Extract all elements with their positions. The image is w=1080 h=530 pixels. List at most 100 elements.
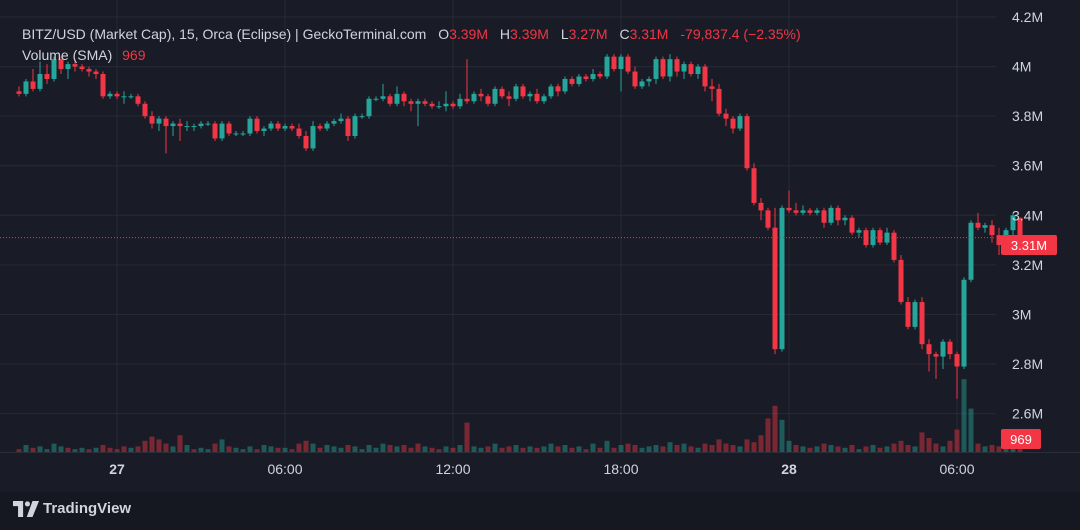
- candle: [163, 116, 169, 154]
- candle-body: [394, 93, 400, 104]
- candle-body: [884, 232, 890, 243]
- candlestick-chart[interactable]: 4.2M 4M 3.8M 3.6M 3.4M 3.2M 3M 2.8M 2.6M 27 06:00…: [0, 0, 1080, 492]
- candle-body: [555, 86, 561, 92]
- candle-body: [625, 56, 631, 72]
- volume-bar: [702, 443, 708, 452]
- candle: [730, 116, 736, 134]
- candle: [611, 54, 617, 72]
- volume-bar: [723, 443, 729, 452]
- candle-body: [989, 225, 995, 236]
- price-tick-label: 3.2M: [1012, 257, 1043, 273]
- candle-body: [247, 118, 253, 134]
- candle-body: [618, 56, 624, 70]
- candle-body: [779, 207, 785, 350]
- volume-bar: [261, 445, 267, 452]
- candle: [331, 118, 337, 127]
- volume-bar: [597, 447, 603, 452]
- candle: [660, 56, 666, 79]
- candle: [443, 91, 449, 112]
- volume-bar: [842, 447, 848, 452]
- volume-bar: [849, 445, 855, 452]
- candle: [72, 59, 78, 72]
- candle: [359, 113, 365, 119]
- candle: [37, 61, 43, 92]
- candle: [961, 277, 967, 369]
- candle: [842, 215, 848, 226]
- volume-bar: [198, 447, 204, 452]
- candle: [926, 339, 932, 372]
- candle-body: [877, 230, 883, 243]
- candle: [646, 76, 652, 87]
- volume-bar: [457, 445, 463, 452]
- candle-body: [548, 86, 554, 97]
- volume-bar: [870, 445, 876, 452]
- candle: [597, 71, 603, 79]
- candle-body: [667, 59, 673, 77]
- volume-bar: [884, 446, 890, 452]
- candle-body: [58, 59, 64, 70]
- volume-bar: [289, 449, 295, 452]
- volume-bar: [247, 446, 253, 452]
- candle: [219, 121, 225, 141]
- candle-body: [716, 88, 722, 114]
- candle-body: [709, 86, 715, 89]
- candle-body: [835, 207, 841, 221]
- candle: [310, 121, 316, 151]
- volume-bar: [415, 443, 421, 452]
- volume-bar: [324, 445, 330, 452]
- candle: [156, 116, 162, 132]
- candle: [303, 131, 309, 151]
- time-tick-label: 18:00: [603, 461, 638, 477]
- candle: [93, 69, 99, 79]
- price-tick-label: 3M: [1012, 306, 1031, 322]
- volume-bar: [1010, 446, 1016, 452]
- volume-bar: [240, 449, 246, 452]
- candle-body: [415, 101, 421, 104]
- candle-body: [65, 64, 71, 70]
- time-axis[interactable]: 27 06:00 12:00 18:00 28 06:00: [109, 461, 975, 477]
- candle-body: [912, 302, 918, 327]
- candle-body: [485, 96, 491, 104]
- candle-body: [751, 168, 757, 203]
- volume-bar: [177, 435, 183, 452]
- legend-high-label: H: [499, 26, 511, 42]
- candle-body: [562, 78, 568, 92]
- candle-body: [107, 93, 113, 97]
- candle: [429, 101, 435, 109]
- candle: [716, 83, 722, 117]
- volume-bar: [863, 446, 869, 452]
- candle: [849, 215, 855, 236]
- candle-body: [646, 78, 652, 82]
- volume-bar: [800, 446, 806, 452]
- volume-bar: [576, 446, 582, 452]
- candle-body: [975, 222, 981, 228]
- candle-body: [303, 135, 309, 149]
- tradingview-brand[interactable]: TradingView: [13, 500, 131, 517]
- volume-bar: [506, 446, 512, 452]
- candle-body: [541, 96, 547, 102]
- candle: [226, 121, 232, 136]
- volume-bar: [485, 446, 491, 452]
- volume-bar: [555, 446, 561, 452]
- chart-area[interactable]: 4.2M 4M 3.8M 3.6M 3.4M 3.2M 3M 2.8M 2.6M 27 06:00…: [0, 0, 1080, 492]
- candle-body: [422, 101, 428, 104]
- candle-body: [968, 222, 974, 280]
- candle-body: [681, 64, 687, 72]
- candle-body: [583, 76, 589, 79]
- candle-body: [730, 118, 736, 129]
- candle: [373, 96, 379, 102]
- candle: [765, 207, 771, 231]
- volume-bar: [450, 447, 456, 452]
- volume-bar: [569, 447, 575, 452]
- price-axis[interactable]: 4.2M 4M 3.8M 3.6M 3.4M 3.2M 3M 2.8M 2.6M: [1012, 9, 1043, 422]
- candle: [135, 93, 141, 107]
- candle-body: [317, 126, 323, 129]
- candle: [65, 61, 71, 79]
- candle: [877, 227, 883, 246]
- volume-bar: [303, 440, 309, 452]
- volume-bar: [86, 449, 92, 452]
- candle: [380, 83, 386, 102]
- volume-bar: [730, 445, 736, 452]
- candle: [814, 207, 820, 216]
- volume-bar: [737, 446, 743, 452]
